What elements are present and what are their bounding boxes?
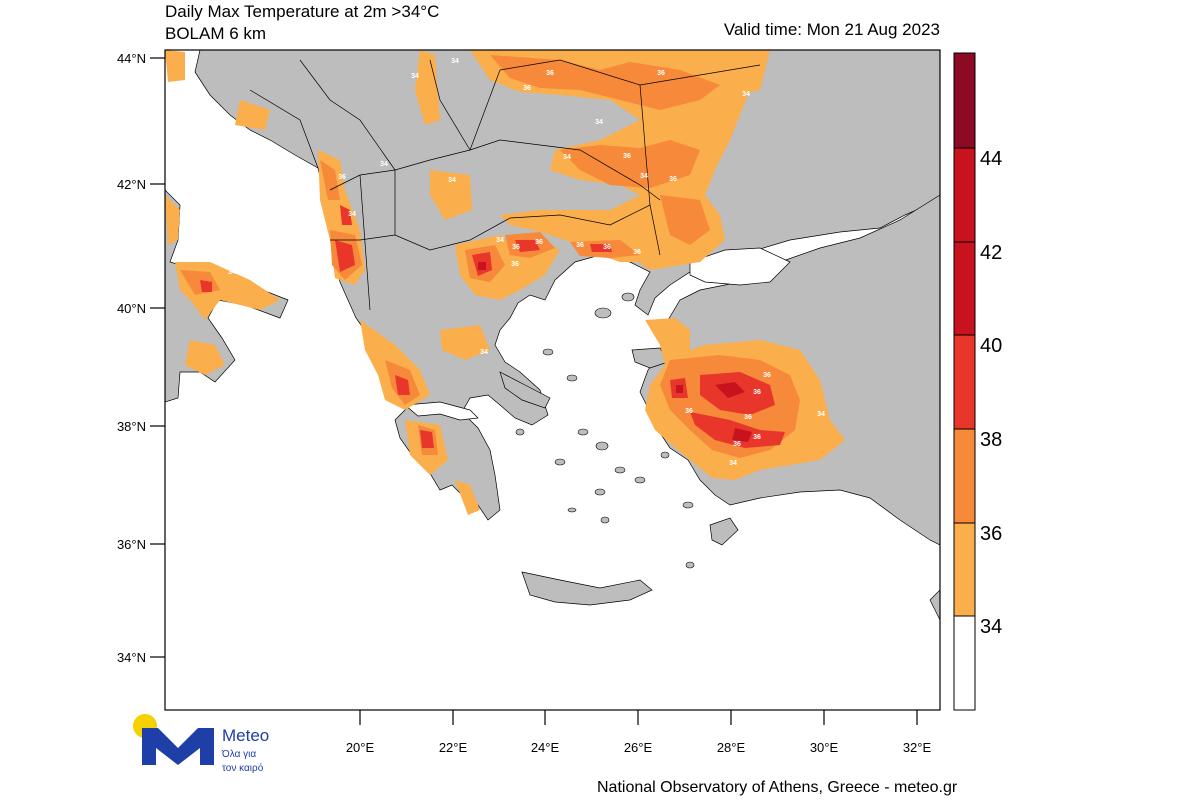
logo-tagline-2: τον καιρό <box>222 763 264 774</box>
map-frame <box>164 49 941 711</box>
meteo-logo-text: Meteo Όλα για τον καιρό <box>222 726 269 774</box>
footer-credit: National Observatory of Athens, Greece -… <box>597 779 958 796</box>
evia-island <box>499 371 551 409</box>
lon-label-32: 32°E <box>903 740 932 755</box>
valid-time: Valid time: Mon 21 Aug 2023 <box>723 20 940 39</box>
logo-tagline-1: Όλα για <box>222 749 257 760</box>
contour-label: 36 <box>753 389 761 396</box>
contour-label: 36 <box>523 85 531 92</box>
lon-label-20: 20°E <box>346 740 375 755</box>
lon-label-22: 22°E <box>439 740 468 755</box>
contour-label: 36 <box>633 249 641 256</box>
contour-label: 36 <box>511 261 519 268</box>
lat-label-38: 38°N <box>117 419 146 434</box>
contour-label: 36 <box>603 244 611 251</box>
lat-label-34: 34°N <box>117 650 146 665</box>
contour-label: 36 <box>512 244 520 251</box>
contour-label: 36 <box>623 153 631 160</box>
contour-label: 34 <box>448 177 456 184</box>
colorbar-band-40-42 <box>953 241 976 336</box>
lon-label-26: 26°E <box>624 740 653 755</box>
lon-label-30: 30°E <box>810 740 839 755</box>
colorbar-label: 44 <box>980 148 1002 170</box>
colorbar-band-42-44 <box>953 147 976 243</box>
contour-label: 36 <box>685 408 693 415</box>
model-subtitle: BOLAM 6 km <box>165 24 267 43</box>
longitude-labels: 20°E 22°E 24°E 26°E 28°E 30°E 32°E <box>346 740 932 755</box>
colorbar-labels: 44 42 40 38 36 34 <box>980 148 1002 638</box>
contour-label: 36 <box>657 70 665 77</box>
contour-label: 34 <box>742 91 750 98</box>
contour-label: 34 <box>228 269 236 276</box>
marmara-sea <box>689 247 791 286</box>
colorbar-label: 42 <box>980 242 1002 264</box>
colorbar-label: 40 <box>980 335 1002 357</box>
contour-label: 34 <box>380 161 388 168</box>
contour-label: 36 <box>338 174 346 181</box>
contour-label: 34 <box>480 349 488 356</box>
corinth-gulf <box>404 401 479 421</box>
lesvos-island <box>631 347 669 369</box>
lat-label-44: 44°N <box>117 51 146 66</box>
contour-label: 34 <box>729 460 737 467</box>
contour-label: 34 <box>563 154 571 161</box>
longitude-ticks <box>359 710 918 725</box>
contour-label: 34 <box>640 173 648 180</box>
contour-label: 36 <box>753 434 761 441</box>
colorbar-label: 36 <box>980 523 1002 545</box>
contour-label: 36 <box>744 414 752 421</box>
aegean-islands <box>515 292 695 569</box>
contour-label: 36 <box>576 242 584 249</box>
contour-label: 34 <box>451 58 459 65</box>
colorbar-label: 38 <box>980 429 1002 451</box>
colorbar-band-34-36 <box>953 522 976 617</box>
latitude-ticks <box>150 57 165 658</box>
colorbar-label: 34 <box>980 616 1002 638</box>
meteo-logo-icon <box>133 714 214 765</box>
map-title: Daily Max Temperature at 2m >34°C <box>165 2 440 21</box>
contour-label: 36 <box>733 441 741 448</box>
colorbar-band-38-40 <box>953 334 976 430</box>
lat-label-42: 42°N <box>117 177 146 192</box>
crete-island <box>521 571 653 606</box>
lon-label-28: 28°E <box>717 740 746 755</box>
contour-labels: 34 34 36 36 36 34 34 34 36 36 34 34 34 3… <box>228 58 825 467</box>
contour-label: 34 <box>348 211 356 218</box>
land-layer: 34 34 36 36 36 34 34 34 36 36 34 34 34 3… <box>165 50 940 621</box>
contour-label: 36 <box>669 176 677 183</box>
country-borders <box>249 59 761 311</box>
colorbar <box>953 52 976 711</box>
latitude-labels: 44°N 42°N 40°N 38°N 36°N 34°N <box>117 51 146 665</box>
colorbar-band-36-38 <box>953 428 976 524</box>
contour-label: 34 <box>595 119 603 126</box>
rhodes-island <box>709 517 739 546</box>
lat-label-36: 36°N <box>117 537 146 552</box>
temp-band-36-38 <box>180 55 800 458</box>
colorbar-band-below-34 <box>953 615 976 711</box>
contour-label: 34 <box>496 237 504 244</box>
contour-label: 34 <box>411 73 419 80</box>
cyprus-tip <box>929 589 940 621</box>
lat-label-40: 40°N <box>117 301 146 316</box>
lon-label-24: 24°E <box>531 740 560 755</box>
contour-label: 36 <box>535 239 543 246</box>
contour-label: 36 <box>546 70 554 77</box>
temp-band-40-42 <box>478 262 752 442</box>
contour-label: 36 <box>763 372 771 379</box>
logo-brand: Meteo <box>222 726 270 745</box>
contour-label: 34 <box>817 411 825 418</box>
colorbar-band-44plus <box>953 52 976 149</box>
